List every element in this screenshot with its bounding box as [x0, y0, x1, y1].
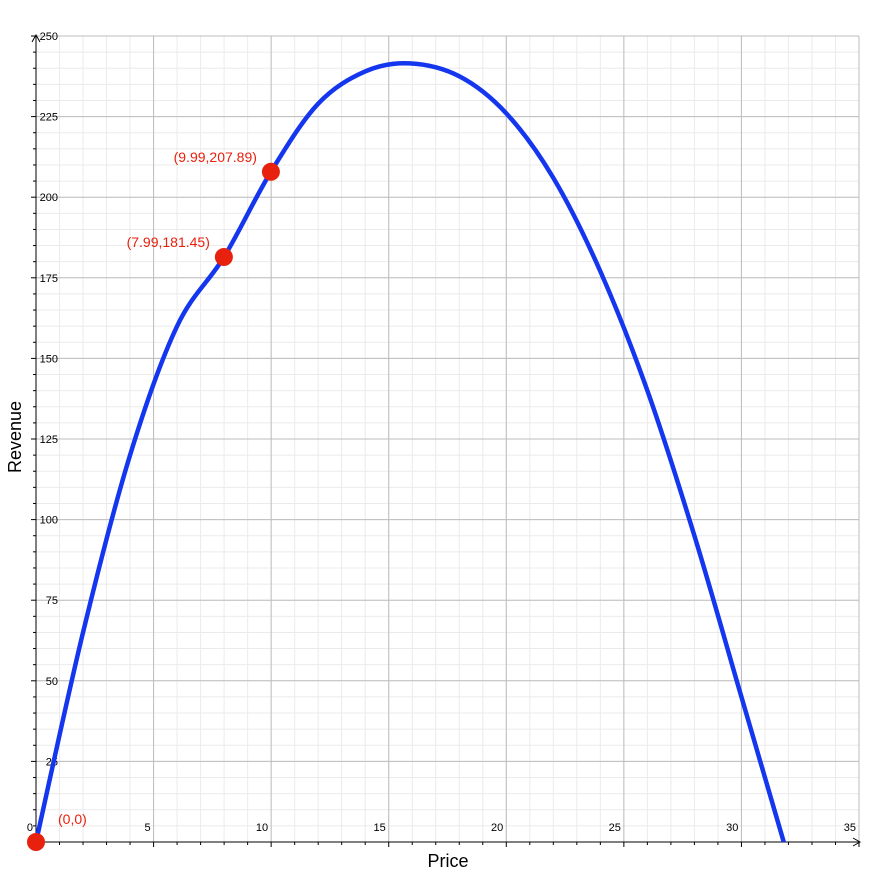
x-tick-label: 15: [373, 822, 385, 834]
data-point-marker: [261, 162, 280, 181]
y-tick-label: 200: [40, 192, 58, 204]
revenue-curve: [36, 60, 787, 842]
data-point-label: (0,0): [58, 811, 87, 827]
data-point-marker: [27, 833, 45, 851]
y-axis-title: Revenue: [5, 401, 25, 473]
plot-area: [36, 60, 787, 842]
x-axis-title: Price: [427, 851, 468, 871]
data-point-label: (7.99,181.45): [127, 234, 210, 250]
x-tick-label: 20: [491, 822, 503, 834]
x-tick-label: 30: [726, 822, 738, 834]
y-tick-label: 175: [40, 273, 58, 285]
y-tick-label: 100: [40, 515, 58, 527]
y-axis-arrow: [31, 33, 41, 43]
y-tick-label: 250: [40, 31, 58, 43]
major-grid: [36, 35, 860, 842]
x-tick-label: 0: [27, 822, 33, 834]
data-point-marker: [214, 248, 233, 267]
x-tick-label: 35: [844, 822, 856, 834]
y-tick-label: 75: [46, 595, 58, 607]
axes: [31, 33, 862, 847]
y-tick-label: 225: [40, 112, 58, 124]
x-tick-label: 5: [144, 822, 150, 834]
y-tick-label: 50: [46, 676, 58, 688]
x-axis-arrow: [852, 837, 862, 847]
x-tick-label: 10: [256, 822, 268, 834]
y-tick-label: 150: [40, 353, 58, 365]
tick-marks: [31, 35, 860, 847]
tick-labels: 0 5 10 15 20 25 30 3525507510012515017520022525…: [27, 31, 856, 834]
data-points: (0,0) (7.99,181.45) (9.99,207.89): [27, 149, 280, 851]
y-tick-label: 125: [40, 434, 58, 446]
x-tick-label: 25: [609, 822, 621, 834]
data-point-label: (9.99,207.89): [174, 149, 257, 165]
